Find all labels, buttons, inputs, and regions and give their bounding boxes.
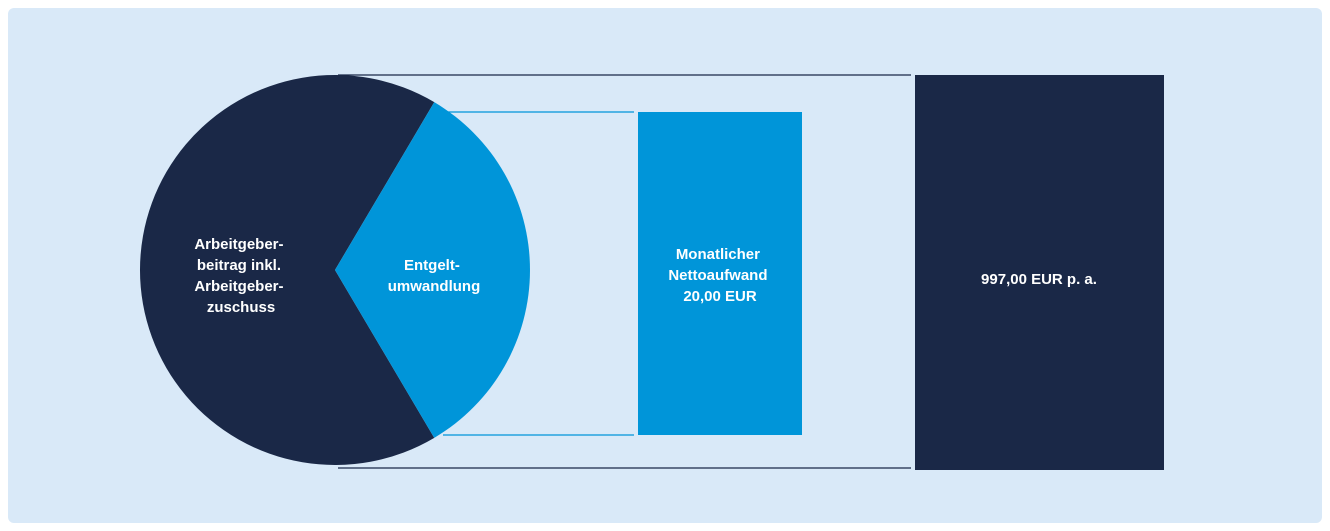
diagram-canvas: Arbeitgeber- beitrag inkl. Arbeitgeber- …: [8, 8, 1322, 523]
net-expense-label: Monatlicher Nettoaufwand 20,00 EUR: [668, 246, 771, 305]
pie-chart: [139, 74, 530, 465]
pie-slice-employer-contribution: [139, 74, 435, 465]
conversion-segment-label: Entgelt- umwandlung: [388, 257, 481, 295]
employer-segment-label: Arbeitgeber- beitrag inkl. Arbeitgeber- …: [194, 236, 287, 316]
employer-label-line-1: Arbeitgeber-: [194, 236, 283, 253]
employer-label-line-4: zuschuss: [207, 299, 275, 316]
net-expense-line-2: Nettoaufwand: [668, 267, 767, 284]
conversion-label-line-2: umwandlung: [388, 278, 481, 295]
net-expense-box: [638, 112, 802, 435]
employer-label-line-2: beitrag inkl.: [197, 257, 281, 274]
net-expense-line-1: Monatlicher: [676, 246, 760, 263]
conversion-label-line-1: Entgelt-: [404, 257, 460, 274]
annual-total-box: [915, 75, 1164, 470]
annual-total-label: 997,00 EUR p. a.: [981, 271, 1097, 288]
employer-label-line-3: Arbeitgeber-: [194, 278, 283, 295]
pie-slice-salary-conversion: [335, 102, 530, 438]
net-expense-line-3: 20,00 EUR: [683, 288, 757, 305]
diagram-panel: Arbeitgeber- beitrag inkl. Arbeitgeber- …: [8, 8, 1322, 523]
